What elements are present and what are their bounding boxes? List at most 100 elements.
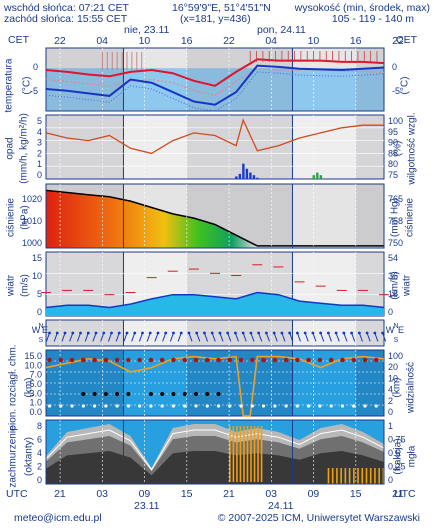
tick-left: 5 [37,289,42,299]
top-hour-label: 22 [54,35,66,47]
precip-bar [316,172,319,179]
tick-left: 1.0 [29,398,42,408]
wind-arrow [289,332,294,342]
cloud-dot-high [58,357,64,363]
tick-right: 0.25 [388,462,406,472]
wind-arrow [335,332,340,342]
night-band [46,48,124,111]
temp-tick-left: 0 [33,62,38,72]
wind-arrow [219,332,224,342]
top-hour-label: 22 [392,35,404,47]
fog-bar [340,468,342,484]
bottom-hour-label: 21 [223,488,235,500]
cloud-dot-high [216,357,221,363]
wind-arrow [61,332,66,342]
wind-arrow [92,332,97,342]
wind-arrow [138,332,143,342]
wind-arrow-head [125,331,129,335]
cloud-dot-base [115,404,119,408]
wind-arrow-head [148,331,152,335]
tick-right: 90 [388,138,398,148]
wind-arrow-head [226,331,230,335]
temp-tick-right: 0 [392,62,397,72]
compass-s-right: S [394,337,399,344]
tick-left: 4 [37,448,42,458]
compass-n-right: N [393,323,398,330]
wind-arrow-head [110,331,113,335]
precip-right-label: wilgotność wzgl. [406,112,418,185]
precip-bar [319,175,323,179]
wind-arrow-head [272,331,276,335]
wind-arrow-head [55,331,59,335]
fog-bar [353,468,355,484]
footer-email[interactable]: meteo@icm.edu.pl [14,512,102,524]
night-band [186,115,293,179]
wind-arrow [211,332,216,342]
cloud-dot-high [182,357,188,363]
cloud-dot-high [317,357,323,363]
cloud-dot-base [149,404,153,408]
wind-arrow [196,332,201,342]
grid-text: (x=181, y=436) [180,13,251,25]
wind-arrow-head [295,331,299,335]
cloud-dot-base [194,404,198,408]
tick-right: 80 [388,159,398,169]
tick-left: 0 [37,170,42,180]
tick-left: 3.0 [29,388,42,398]
tick-left: 1 [37,159,42,169]
cloud-right-unit: (frakcja) [392,438,404,475]
panel-frame [45,114,385,180]
fog-bar [365,468,368,484]
cloud-dot-base [295,404,299,408]
fog-bar [327,468,330,484]
panel-frame [45,419,385,485]
fog-bar [348,468,351,484]
fog-bar [257,426,259,482]
tick-right: 0 [388,307,393,317]
wind-arrow-head [326,331,330,335]
tick-left: 2 [37,148,42,158]
wind-arrow [203,332,208,342]
utc-label-right: UTC [394,488,416,500]
wind-arrow-head [265,331,268,335]
fog-bar [236,426,238,482]
wind-right-label: wiatr [401,274,413,297]
cloud-dot-base [183,404,187,408]
cloud-dot-base [239,404,243,408]
precip-left-label: opad [4,137,16,160]
cloud-dot-base [171,404,176,408]
wind-arrow-head [71,331,75,335]
cloud-dot-high [272,357,278,363]
tick-left: 15 [32,253,42,263]
wind-arrow [281,332,286,342]
tick-left: 5.0 [29,379,42,389]
cloud-left-unit: (oktanty) [23,437,35,476]
fog-bar [369,468,372,484]
compass-s: S [39,337,44,344]
wind-arrow-head [234,331,237,335]
cloud-dot-high [227,357,233,363]
top-hour-label: 04 [96,35,109,47]
cloud-dot-base [92,404,97,408]
compass-w: W [32,325,41,335]
tick-left: 0 [37,307,42,317]
pressure-tick-left: 1010 [22,216,42,226]
precip-left-unit: (mm/h, kg/m²/h) [18,113,30,184]
tick-right: 10 [388,373,398,383]
wind-arrow [227,332,232,342]
cloud-dot-high [261,357,266,363]
night-band [355,184,384,248]
night-band [46,115,124,179]
fog-bar [374,468,376,484]
tick-right: 0.5 [388,448,401,458]
pressure-tick-left: 1020 [22,194,42,204]
bottom-hour-label: 15 [180,488,193,500]
elevation-title: wysokość (min, środek, max) [294,2,430,14]
bottom-hour-label: 21 [392,488,404,500]
cloud-dot-high [69,357,75,363]
cloud-dot-base [284,404,288,408]
fog-bar [239,426,242,482]
night-band [186,320,293,346]
wind-arrow-head [373,331,377,335]
